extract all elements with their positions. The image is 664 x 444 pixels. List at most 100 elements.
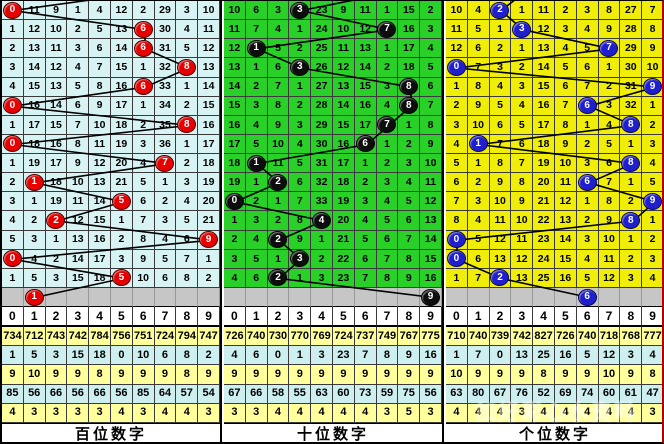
drawn-number-ball: 2 [46,212,66,230]
grid-cell: 3 [45,268,68,288]
grid-cell: 10 [67,173,90,193]
grid-cell: 18 [23,134,46,155]
grid-cell: 4 [2,211,24,231]
stat-cell: 9 [620,365,643,385]
drawn-number-ball: 0 [224,192,244,210]
grid-cell: 8 [489,154,512,174]
stat-cell: 56 [23,384,46,404]
grid-cell: 29 [154,1,177,21]
grid-cell: 4 [642,269,662,288]
stat-cell: 7 [467,346,490,366]
drawn-number-ball: 6 [577,97,597,115]
stat-cell: 4 [311,403,333,423]
stat-cell: 1 [289,346,312,366]
grid-cell: 11 [446,20,468,40]
grid-cell: 13 [354,39,377,59]
stat-cell: 9 [354,365,377,385]
digit-header: 3 [289,307,312,327]
grid-cell: 7 [398,230,421,250]
digit-header: 1 [245,307,268,327]
stat-cell: 3 [311,346,333,366]
grid-cell: 12 [332,58,355,78]
pending-cell [467,288,490,307]
grid-cell: 1 [576,192,599,212]
grid-cell: 7 [598,173,621,193]
drawn-number-ball: 1 [246,39,266,57]
grid-cell: 20 [533,173,555,193]
grid-cell: 2 [132,1,155,21]
stat-cell: 710 [446,327,468,347]
grid-cell: 20 [332,211,355,231]
grid-cell: 8 [398,96,421,116]
grid-cell: 17 [23,115,46,135]
grid-cell: 5 [467,230,490,250]
drawn-number-ball: 0 [2,1,22,19]
grid-cell: 4 [176,20,199,40]
grid-cell: 24 [533,249,555,269]
grid-cell: 15 [420,249,442,269]
grid-cell: 11 [489,211,512,231]
pending-cell [332,288,355,307]
grid-cell: 18 [332,173,355,193]
pending-cell: 9 [420,288,442,307]
grid-cell: 6 [467,39,490,59]
stat-cell: 75 [398,384,421,404]
pending-cell [533,288,555,307]
grid-cell: 6 [576,96,599,116]
grid-cell: 1 [23,192,46,212]
stat-cell: 0 [110,346,133,366]
grid-cell: 30 [620,58,643,78]
grid-cell: 10 [198,1,220,21]
grid-cell: 2 [489,268,512,288]
grid-cell: 2 [489,1,512,21]
grid-cell: 11 [198,20,220,40]
grid-cell: 7 [554,96,577,116]
stat-cell: 67 [489,384,512,404]
digit-header: 4 [533,307,555,327]
grid-cell: 31 [311,154,333,174]
grid-cell: 12 [598,268,621,288]
drawn-number-ball: 1 [24,288,44,306]
drawn-number-ball: 9 [199,231,219,249]
grid-cell: 11 [267,154,290,174]
stat-cell: 69 [554,384,577,404]
grid-cell: 5 [245,249,268,269]
pending-cell [110,288,133,307]
grid-cell: 3 [420,20,442,40]
grid-cell: 1 [642,97,662,116]
stat-cell: 1 [2,346,24,366]
grid-cell: 21 [110,173,133,193]
grid-cell: 19 [23,154,46,174]
grid-cell: 7 [354,268,377,288]
grid-cell: 2 [620,192,643,212]
grid-cell: 3 [642,250,662,269]
grid-cell: 5 [154,249,177,269]
grid-cell: 1 [376,134,399,155]
stat-cell: 756 [110,327,133,347]
grid-cell: 1 [511,1,534,21]
grid-cell: 12 [110,1,133,21]
grid-cell: 8 [620,115,643,135]
pending-cell: 6 [576,288,599,307]
grid-cell: 9 [67,154,90,174]
stat-cell: 66 [89,384,111,404]
drawn-number-ball: 7 [155,154,175,172]
grid-cell: 1 [620,134,643,155]
stat-cell: 734 [2,327,24,347]
stat-cell: 3 [620,346,643,366]
grid-cell: 15 [332,115,355,135]
digit-header: 8 [398,307,421,327]
grid-cell: 0 [2,96,24,116]
stat-cell: 3 [224,403,246,423]
pending-cell [376,288,399,307]
grid-cell: 2 [23,211,46,231]
grid-cell: 0 [446,230,468,250]
grid-cell: 2 [132,115,155,135]
grid-cell: 4 [467,211,490,231]
stat-cell: 4 [267,403,290,423]
drawn-number-ball: 2 [268,269,288,287]
grid-cell: 15 [45,115,68,135]
grid-cell: 12 [446,39,468,59]
grid-cell: 3 [576,230,599,250]
grid-cell: 3 [176,173,199,193]
